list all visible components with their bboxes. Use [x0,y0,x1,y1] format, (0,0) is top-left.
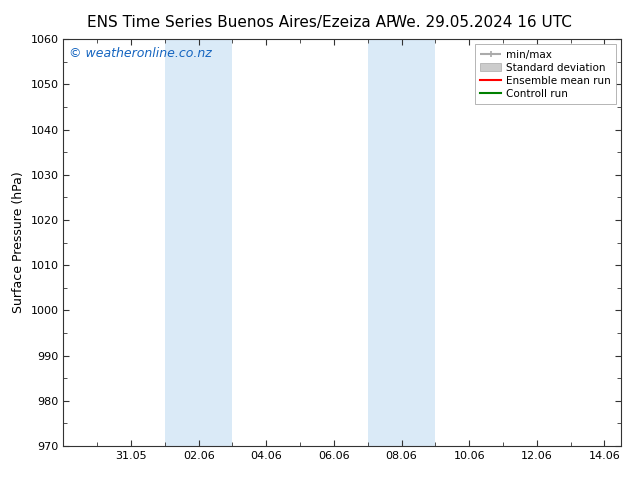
Bar [368,39,436,446]
Bar [165,39,233,446]
Legend: min/max, Standard deviation, Ensemble mean run, Controll run: min/max, Standard deviation, Ensemble me… [475,45,616,104]
Text: ENS Time Series Buenos Aires/Ezeiza AP: ENS Time Series Buenos Aires/Ezeiza AP [87,15,395,30]
Text: We. 29.05.2024 16 UTC: We. 29.05.2024 16 UTC [392,15,572,30]
Y-axis label: Surface Pressure (hPa): Surface Pressure (hPa) [12,172,25,314]
Text: © weatheronline.co.nz: © weatheronline.co.nz [69,48,212,60]
